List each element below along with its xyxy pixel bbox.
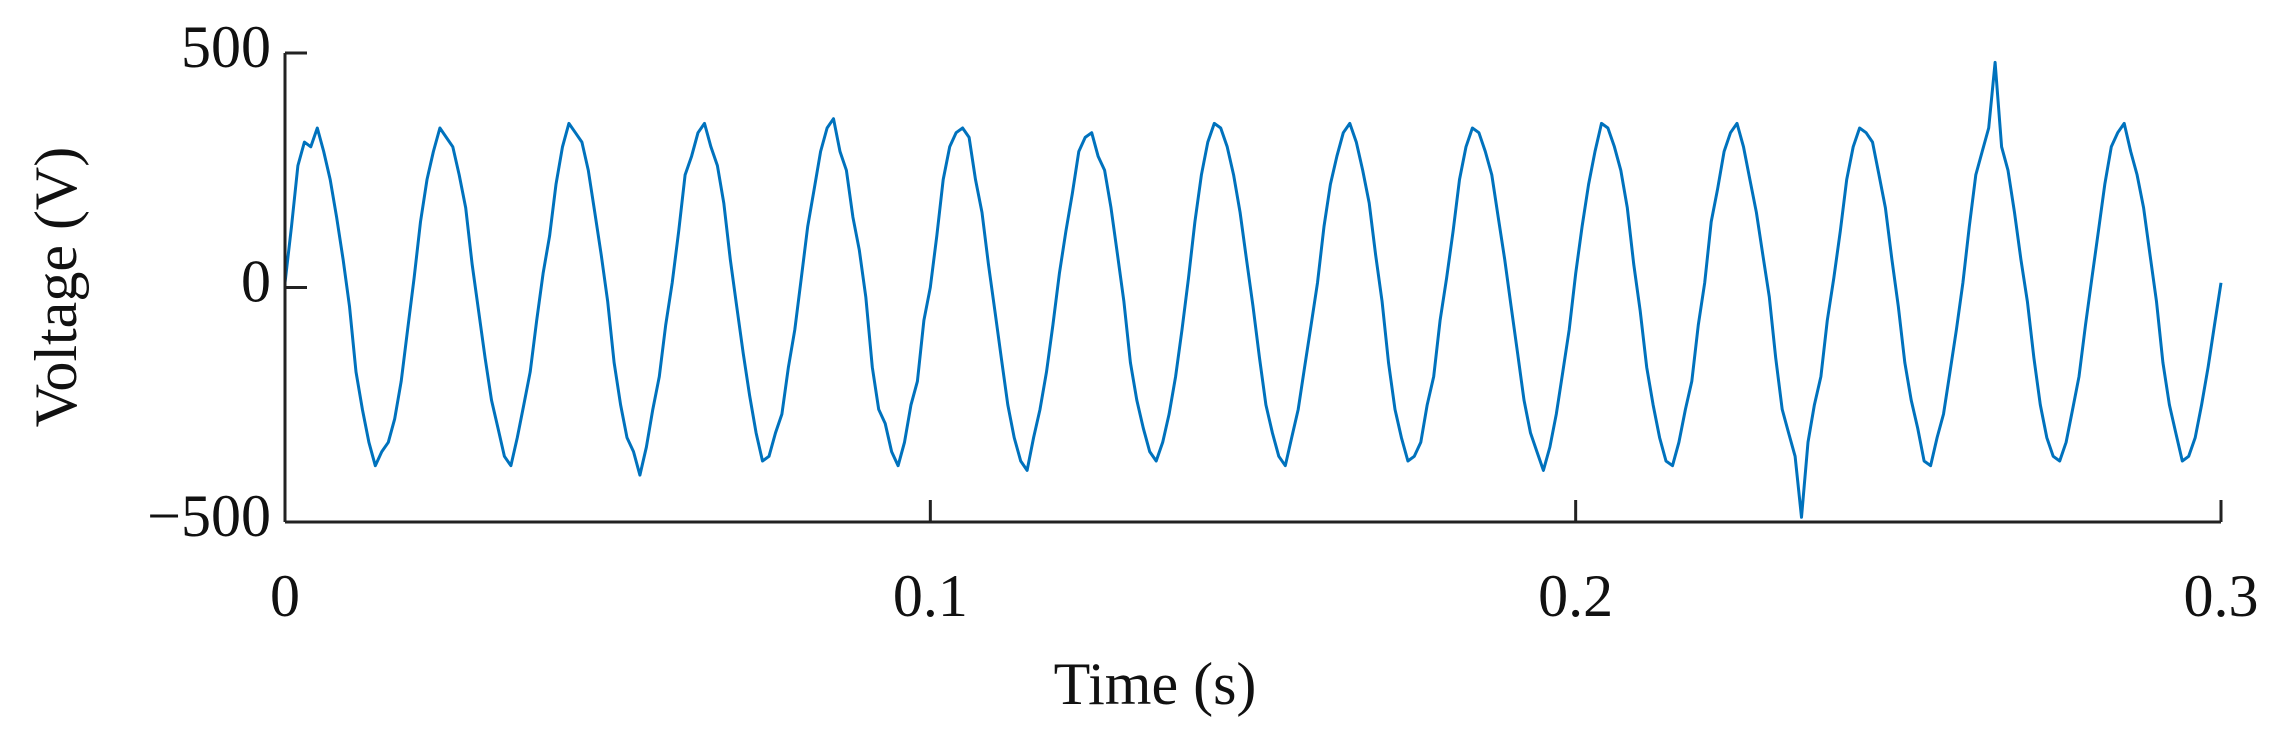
x-tick-label: 0.3: [2184, 563, 2259, 629]
y-axis-label: Voltage (V): [23, 147, 89, 428]
x-tick-label: 0.2: [1538, 563, 1613, 629]
y-tick-label: 0: [241, 248, 271, 314]
y-tick-label: −500: [147, 483, 271, 549]
y-tick-label: 500: [181, 14, 271, 80]
voltage-line: [283, 60, 2223, 519]
x-tick-label: 0: [270, 563, 300, 629]
x-tick-label: 0.1: [893, 563, 968, 629]
x-axis-label: Time (s): [1054, 651, 1257, 717]
